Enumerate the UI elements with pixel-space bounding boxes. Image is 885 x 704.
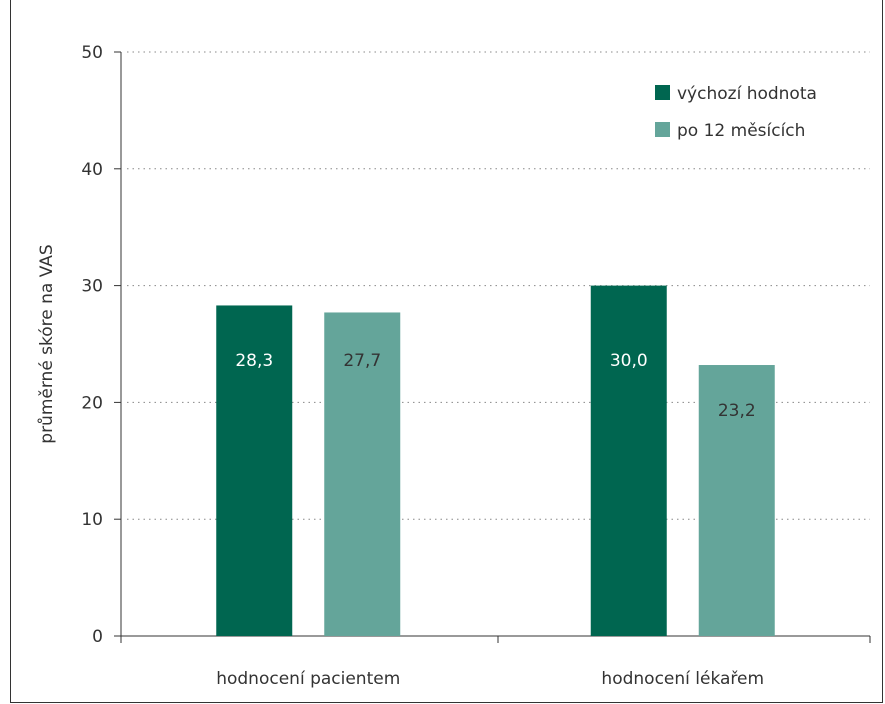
x-tick-label: hodnocení pacientem <box>216 669 400 689</box>
y-tick-label: 40 <box>81 160 103 180</box>
data-label: 28,3 <box>235 351 273 371</box>
y-tick-label: 50 <box>81 43 103 63</box>
bar-12-months <box>324 312 401 636</box>
legend-label-12-months: po 12 měsících <box>677 121 805 141</box>
data-labels: 28,3 27,7 30,0 23,2 <box>235 351 755 421</box>
bar-baseline <box>216 305 293 636</box>
y-tick-labels: 0 10 20 30 40 50 <box>81 43 871 647</box>
x-tick-labels: hodnocení pacientem hodnocení lékařem <box>216 669 764 689</box>
y-tick-label: 20 <box>81 393 103 413</box>
bar-12-months <box>698 365 775 636</box>
y-tick-label: 30 <box>81 277 103 297</box>
y-tick-label: 0 <box>92 627 103 647</box>
legend-swatch-baseline <box>655 85 670 100</box>
data-label: 30,0 <box>610 351 648 371</box>
legend-swatch-12-months <box>655 122 670 137</box>
legend-label-baseline: výchozí hodnota <box>677 84 817 104</box>
x-tick-label: hodnocení lékařem <box>601 669 764 689</box>
data-label: 23,2 <box>718 401 756 421</box>
bars <box>216 285 775 636</box>
legend: výchozí hodnota po 12 měsících <box>655 84 817 141</box>
data-label: 27,7 <box>343 351 381 371</box>
chart-frame <box>10 0 883 703</box>
y-tick-label: 10 <box>81 510 103 530</box>
bar-baseline <box>590 285 667 636</box>
y-axis-title: průměrné skóre na VAS <box>37 244 57 443</box>
